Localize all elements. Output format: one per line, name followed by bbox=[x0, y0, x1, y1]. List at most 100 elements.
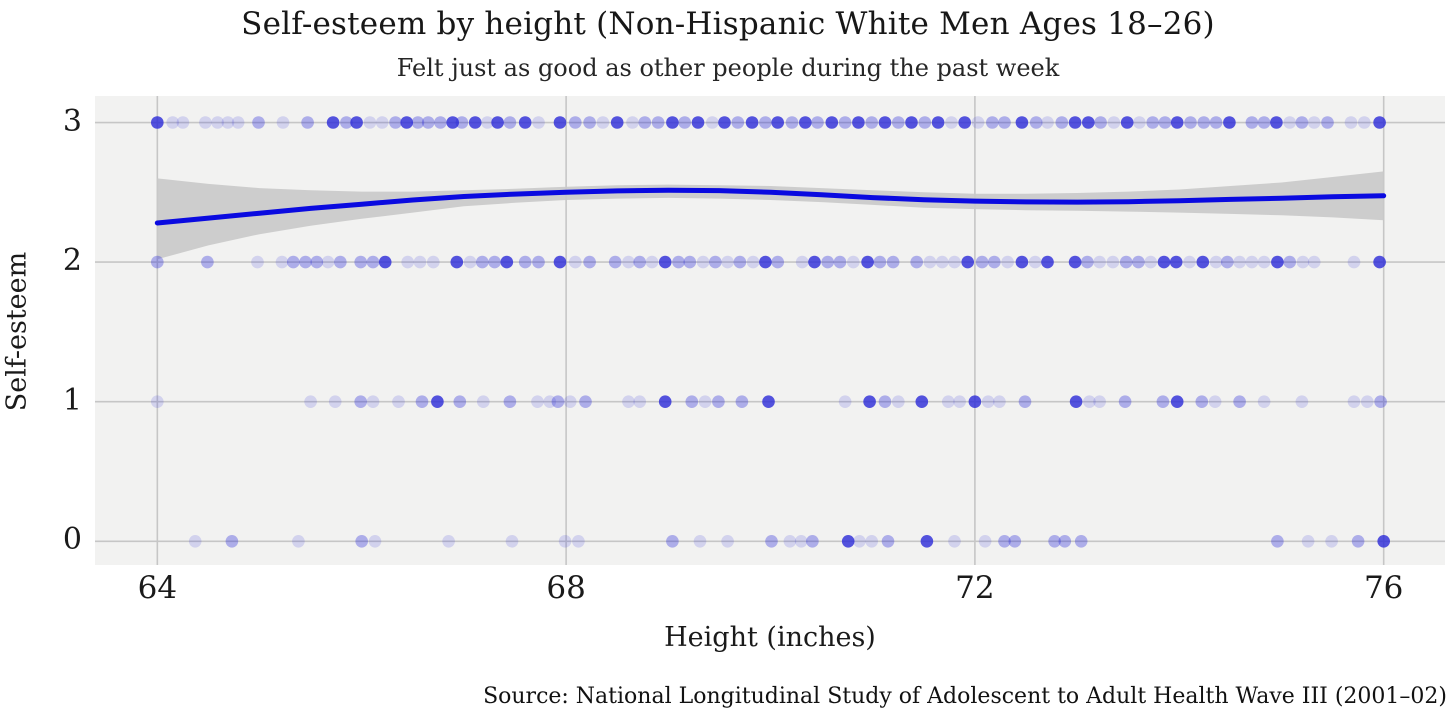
y-tick-label: 1 bbox=[62, 382, 82, 418]
data-point bbox=[762, 395, 775, 409]
data-point bbox=[1361, 395, 1374, 409]
data-point bbox=[986, 116, 999, 129]
data-point bbox=[1295, 116, 1309, 129]
data-point bbox=[945, 116, 958, 129]
data-point bbox=[553, 255, 567, 269]
data-point bbox=[1183, 255, 1196, 269]
data-point bbox=[1082, 116, 1095, 129]
data-point bbox=[1257, 255, 1271, 269]
data-point bbox=[806, 535, 819, 548]
chart-subtitle: Felt just as good as other people during… bbox=[396, 54, 1060, 82]
data-point bbox=[468, 116, 482, 129]
data-point bbox=[771, 255, 784, 269]
data-point bbox=[450, 255, 464, 269]
data-point bbox=[1093, 255, 1106, 269]
data-point bbox=[795, 255, 809, 269]
data-point bbox=[572, 535, 585, 548]
data-point bbox=[579, 395, 592, 409]
data-point bbox=[971, 116, 985, 129]
data-point bbox=[596, 116, 610, 129]
data-point bbox=[666, 116, 679, 129]
data-point bbox=[201, 255, 214, 269]
y-tick-label: 3 bbox=[62, 103, 82, 139]
data-point bbox=[1133, 116, 1146, 129]
data-point bbox=[1029, 116, 1043, 129]
data-point bbox=[1271, 255, 1284, 269]
data-point bbox=[1197, 116, 1211, 129]
data-point bbox=[583, 116, 596, 129]
data-point bbox=[1373, 116, 1386, 129]
x-tick-label: 72 bbox=[955, 570, 995, 606]
data-point bbox=[1184, 116, 1197, 129]
data-point bbox=[691, 116, 705, 129]
data-point bbox=[415, 395, 429, 409]
data-point bbox=[252, 116, 265, 129]
data-point bbox=[1041, 255, 1054, 269]
data-point bbox=[622, 395, 635, 409]
data-point bbox=[211, 116, 224, 129]
data-point bbox=[746, 255, 760, 269]
data-point bbox=[745, 116, 759, 129]
data-point bbox=[1146, 116, 1159, 129]
data-point bbox=[389, 116, 402, 129]
data-point bbox=[1233, 395, 1246, 409]
trend-line bbox=[154, 187, 1387, 226]
data-point bbox=[878, 395, 892, 409]
data-point bbox=[865, 116, 878, 129]
data-point bbox=[251, 255, 264, 269]
data-point bbox=[771, 116, 784, 129]
data-point bbox=[1074, 535, 1088, 548]
data-point bbox=[953, 395, 966, 409]
data-point bbox=[808, 255, 821, 269]
data-point bbox=[1257, 395, 1271, 409]
data-point bbox=[518, 116, 532, 129]
data-point bbox=[731, 116, 745, 129]
data-point bbox=[978, 535, 992, 548]
data-point bbox=[1041, 116, 1054, 129]
data-point bbox=[861, 255, 874, 269]
data-point bbox=[503, 395, 517, 409]
data-point bbox=[491, 116, 504, 129]
data-point bbox=[1094, 116, 1107, 129]
data-point bbox=[1068, 116, 1082, 129]
data-point bbox=[610, 116, 624, 129]
data-point bbox=[366, 255, 380, 269]
data-point bbox=[1373, 255, 1386, 269]
data-point bbox=[799, 116, 812, 129]
data-point bbox=[1018, 395, 1032, 409]
data-point bbox=[838, 116, 852, 129]
x-tick-label: 76 bbox=[1363, 570, 1404, 606]
data-point bbox=[1347, 395, 1361, 409]
data-point bbox=[1196, 255, 1210, 269]
data-point bbox=[1001, 255, 1014, 269]
data-point bbox=[765, 535, 778, 548]
data-point bbox=[1015, 255, 1029, 269]
data-point bbox=[915, 395, 929, 409]
data-point bbox=[431, 395, 444, 409]
data-point bbox=[292, 535, 305, 548]
data-point bbox=[1157, 255, 1171, 269]
data-point bbox=[1170, 116, 1184, 129]
data-point bbox=[1058, 535, 1072, 548]
data-point bbox=[301, 116, 314, 129]
data-point bbox=[176, 116, 190, 129]
confidence-band bbox=[157, 171, 1384, 260]
data-point bbox=[1048, 535, 1061, 548]
data-point bbox=[678, 116, 691, 129]
data-point bbox=[151, 116, 164, 129]
data-point bbox=[1015, 116, 1029, 129]
data-point bbox=[622, 255, 635, 269]
data-point bbox=[569, 255, 582, 269]
data-point bbox=[1083, 395, 1096, 409]
data-point bbox=[583, 255, 596, 269]
data-point bbox=[948, 535, 961, 548]
data-point bbox=[231, 116, 245, 129]
data-point bbox=[1347, 255, 1361, 269]
data-point bbox=[821, 255, 834, 269]
data-point bbox=[151, 255, 164, 269]
data-point bbox=[569, 116, 582, 129]
data-point bbox=[392, 395, 405, 409]
data-point bbox=[476, 255, 489, 269]
data-point bbox=[683, 255, 697, 269]
data-point bbox=[721, 255, 734, 269]
